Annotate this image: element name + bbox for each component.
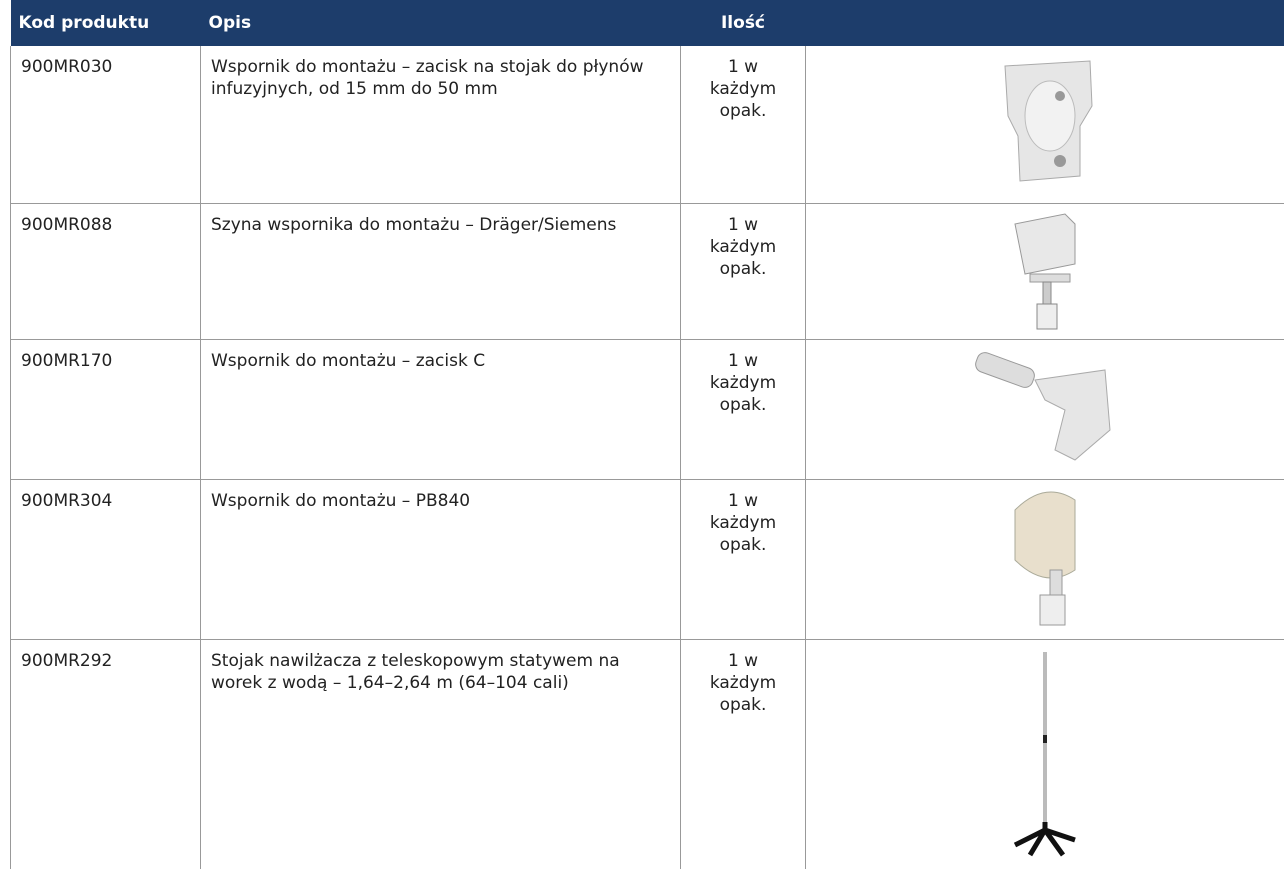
product-image bbox=[805, 46, 1284, 204]
quantity-cell: 1 w każdym opak. bbox=[680, 639, 806, 869]
table-row: 900MR304 Wspornik do montażu – PB840 1 w k… bbox=[10, 479, 1284, 640]
table-row: 900MR030 Wspornik do montażu – zacisk na … bbox=[10, 46, 1284, 204]
product-illustration bbox=[1014, 491, 1076, 625]
quantity: 1 w każdym opak. bbox=[709, 214, 777, 279]
product-code: 900MR170 bbox=[10, 339, 201, 480]
product-image bbox=[805, 203, 1284, 340]
table-row: 900MR170 Wspornik do montażu – zacisk C 1 … bbox=[10, 339, 1284, 480]
table-row: 900MR292 Stojak nawilżacza z teleskopowym… bbox=[10, 639, 1284, 869]
quantity-cell: 1 w każdym opak. bbox=[680, 339, 806, 480]
product-illustration bbox=[1014, 212, 1076, 329]
product-code: 900MR030 bbox=[10, 46, 201, 204]
product-table: Kod produktu Opis Ilość 900MR030 Wspornik… bbox=[10, 0, 1284, 869]
product-image bbox=[805, 479, 1284, 640]
quantity: 1 w każdym opak. bbox=[709, 490, 777, 555]
description: Szyna wspornika do montażu – Dräger/Siem… bbox=[200, 203, 681, 340]
header-cell: Opis bbox=[200, 0, 681, 46]
header-cell: Ilość bbox=[680, 0, 806, 46]
table-row: 900MR088 Szyna wspornika do montażu – Drä… bbox=[10, 203, 1284, 340]
product-code: 900MR304 bbox=[10, 479, 201, 640]
quantity-cell: 1 w każdym opak. bbox=[680, 479, 806, 640]
description: Wspornik do montażu – PB840 bbox=[200, 479, 681, 640]
product-illustration bbox=[1004, 60, 1093, 182]
quantity: 1 w każdym opak. bbox=[709, 350, 777, 415]
quantity-cell: 1 w każdym opak. bbox=[680, 203, 806, 340]
product-code: 900MR088 bbox=[10, 203, 201, 340]
product-code: 900MR292 bbox=[10, 639, 201, 869]
quantity: 1 w każdym opak. bbox=[709, 650, 777, 715]
header-row: Kod produktu Opis Ilość bbox=[10, 0, 1284, 46]
quantity: 1 w każdym opak. bbox=[709, 57, 777, 121]
description: Wspornik do montażu – zacisk na stojak d… bbox=[200, 46, 681, 204]
description: Wspornik do montażu – zacisk C bbox=[200, 339, 681, 480]
product-illustration bbox=[1014, 651, 1077, 856]
description: Stojak nawilżacza z teleskopowym statywe… bbox=[200, 639, 681, 869]
product-illustration bbox=[975, 351, 1111, 461]
product-image bbox=[805, 339, 1284, 480]
quantity-cell: 1 w każdym opak. bbox=[680, 46, 806, 204]
header-cell bbox=[805, 0, 1284, 46]
product-image bbox=[805, 639, 1284, 869]
header-cell: Kod produktu bbox=[10, 0, 201, 46]
